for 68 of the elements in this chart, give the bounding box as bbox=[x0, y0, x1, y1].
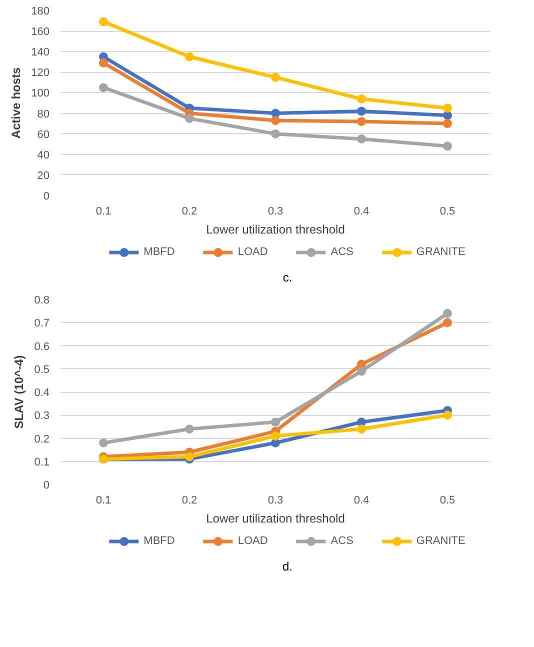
point bbox=[357, 424, 366, 434]
legend-label: MBFD bbox=[144, 535, 175, 547]
point bbox=[185, 52, 194, 62]
x-tick-label: 0.2 bbox=[182, 206, 198, 218]
y-tick-label: 100 bbox=[31, 88, 50, 100]
point bbox=[271, 116, 280, 125]
legend-label: MBFD bbox=[144, 246, 175, 258]
point bbox=[99, 438, 108, 448]
point bbox=[443, 308, 452, 318]
y-tick-label: 140 bbox=[31, 46, 50, 59]
x-tick-label: 0.5 bbox=[440, 494, 456, 506]
point bbox=[99, 58, 108, 68]
y-tick-label: 0.4 bbox=[34, 387, 50, 399]
text: c. bbox=[282, 270, 292, 284]
point bbox=[271, 72, 280, 82]
legend-label: GRANITE bbox=[416, 246, 466, 258]
y-tick-label: 0.5 bbox=[34, 364, 50, 376]
point bbox=[357, 366, 366, 376]
y-tick-label: 180 bbox=[31, 6, 50, 18]
y-tick-label: 40 bbox=[37, 149, 50, 162]
point bbox=[357, 134, 366, 144]
point bbox=[271, 431, 280, 440]
y-tick-label: 0.2 bbox=[34, 433, 50, 446]
point bbox=[271, 129, 280, 138]
point bbox=[99, 17, 108, 26]
x-axis-title: Lower utilization threshold bbox=[206, 222, 345, 236]
point bbox=[185, 424, 194, 434]
legend-label: LOAD bbox=[238, 246, 268, 258]
y-tick-label: 80 bbox=[37, 108, 50, 120]
legend-label: LOAD bbox=[238, 535, 268, 547]
point bbox=[357, 94, 366, 104]
x-tick-label: 0.1 bbox=[96, 494, 112, 506]
x-tick-label: 0.4 bbox=[354, 494, 370, 506]
point bbox=[443, 142, 452, 151]
y-axis-title: SLAV (10^-4) bbox=[12, 355, 26, 429]
x-tick-label: 0.1 bbox=[96, 206, 112, 218]
point bbox=[185, 114, 194, 123]
y-tick-label: 0 bbox=[43, 480, 50, 492]
point bbox=[443, 119, 452, 128]
y-tick-label: 0.8 bbox=[34, 294, 50, 306]
x-axis-title: Lower utilization threshold bbox=[206, 512, 345, 526]
x-tick-label: 0.5 bbox=[440, 206, 456, 218]
y-tick-label: 0.7 bbox=[34, 318, 50, 330]
legend-label: ACS bbox=[330, 535, 354, 547]
y-tick-label: 160 bbox=[31, 26, 50, 38]
point bbox=[99, 83, 108, 92]
legend-label: GRANITE bbox=[416, 535, 466, 547]
y-tick-label: 60 bbox=[37, 128, 50, 141]
point bbox=[443, 410, 452, 420]
y-tick-label: 0.1 bbox=[34, 456, 50, 468]
point bbox=[271, 418, 280, 427]
x-tick-label: 0.2 bbox=[182, 494, 198, 506]
point bbox=[443, 104, 452, 113]
y-axis-title: Active hosts bbox=[9, 66, 24, 139]
x-tick-label: 0.4 bbox=[354, 206, 370, 218]
y-tick-label: 0.3 bbox=[34, 410, 50, 422]
text: d. bbox=[282, 560, 293, 574]
y-tick-label: 20 bbox=[37, 170, 50, 182]
y-tick-label: 0.6 bbox=[34, 340, 50, 353]
point bbox=[443, 318, 452, 328]
point bbox=[185, 452, 194, 462]
point bbox=[357, 106, 366, 116]
x-tick-label: 0.3 bbox=[268, 206, 284, 218]
y-tick-label: 0 bbox=[43, 190, 50, 202]
point bbox=[357, 117, 366, 126]
y-tick-label: 120 bbox=[31, 67, 50, 80]
legend-label: ACS bbox=[330, 246, 354, 258]
x-tick-label: 0.3 bbox=[268, 494, 284, 506]
